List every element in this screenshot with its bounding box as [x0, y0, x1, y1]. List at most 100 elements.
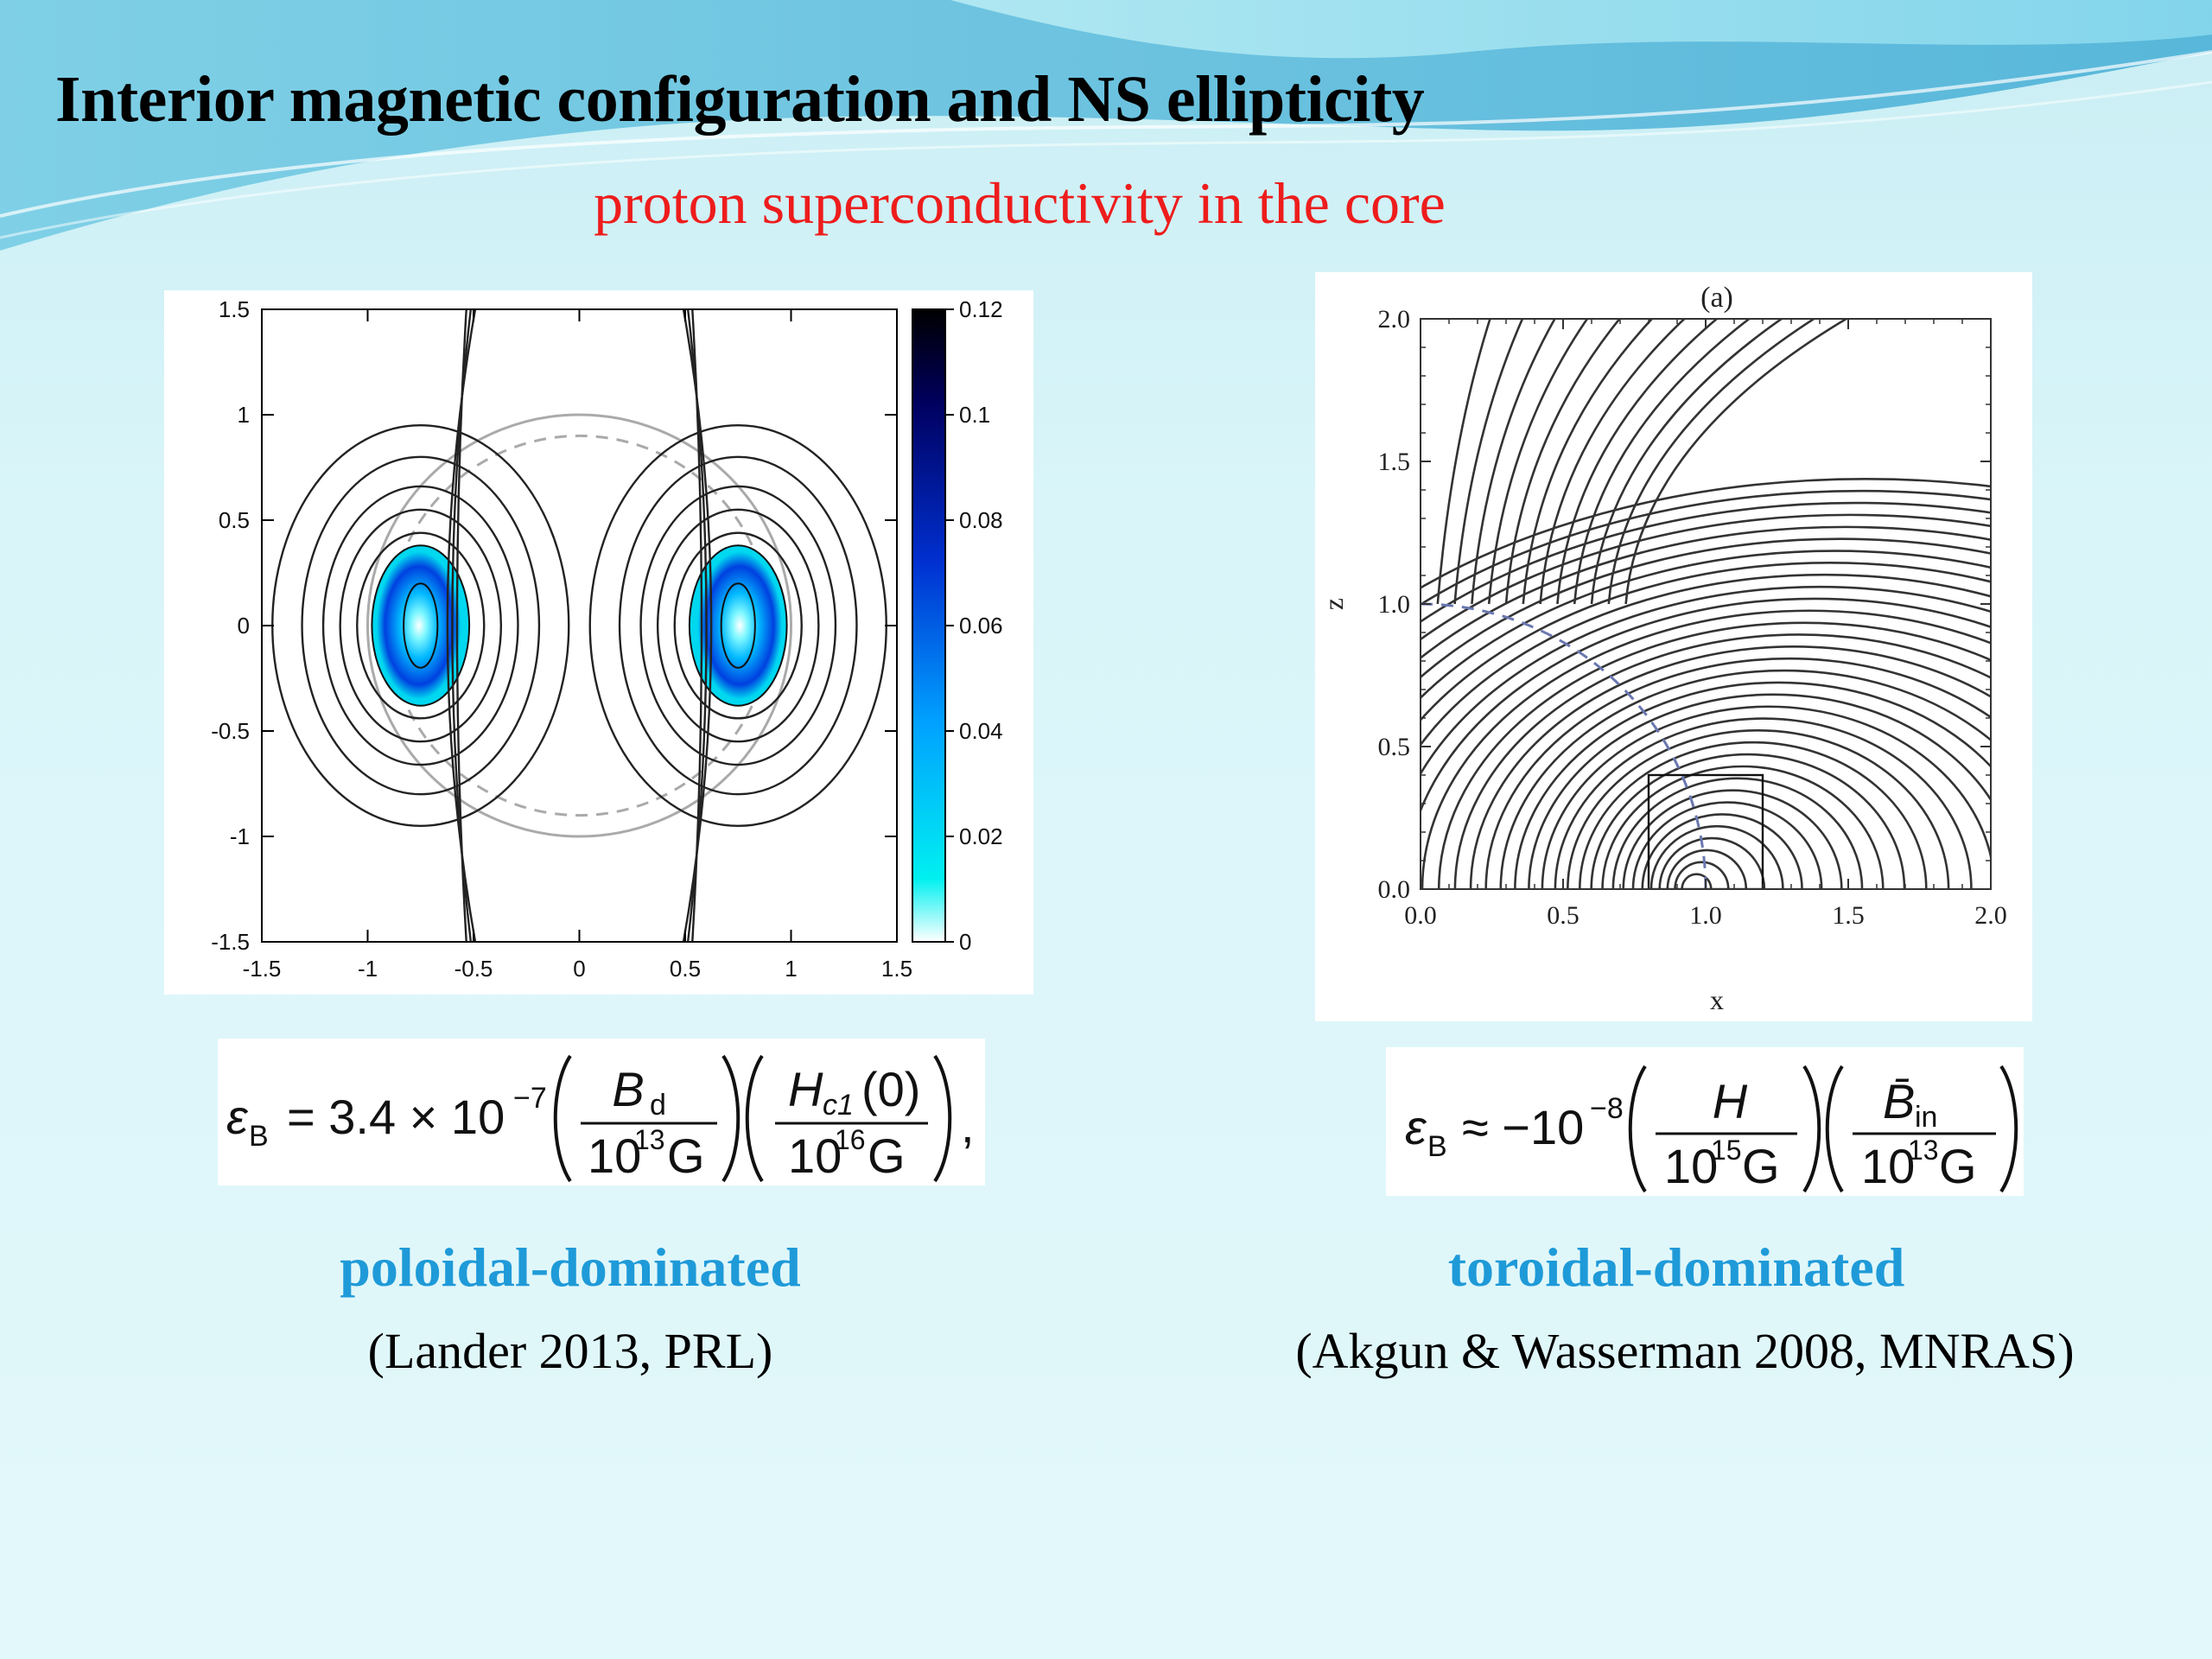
left-x-tick-label: -1 [358, 956, 378, 982]
slide-title: Interior magnetic configuration and NS e… [55, 63, 1425, 136]
open-field-line [1539, 319, 1687, 605]
right-citation: (Akgun & Wasserman 2008, MNRAS) [1295, 1323, 2075, 1379]
open-field-line [682, 309, 713, 942]
frac2-denominator: 10 [788, 1128, 842, 1183]
left-y-tick-label: 0.5 [219, 507, 250, 533]
formula-trailing-comma: , [961, 1098, 975, 1153]
frac1-denominator: 10 [588, 1128, 641, 1183]
right-label: toroidal-dominated [1447, 1236, 1905, 1298]
open-field-line [1487, 319, 1589, 605]
open-field-line [1607, 319, 1816, 605]
toroidal-field-line [1674, 861, 1730, 889]
background-wave-decoration [0, 0, 2212, 251]
colorbar-tick-label: 0.02 [959, 823, 1003, 849]
slide-subtitle: proton superconductivity in the core [594, 170, 1446, 236]
left-y-tick-label: -1 [230, 823, 250, 849]
open-field-line [1573, 319, 1751, 605]
right-formula-box: ε B ≈ −10 −8 H 10 15 G B̄ in 10 13 G [1386, 1047, 2024, 1196]
right-y-tick-label: 2.0 [1378, 305, 1411, 334]
formula-exponent: −7 [513, 1082, 547, 1115]
frac2-numerator: H [788, 1062, 823, 1116]
formula-coefficient: = 3.4 × 10 [287, 1090, 505, 1144]
closed-field-line [656, 508, 820, 743]
open-field-line [1590, 319, 1784, 605]
r-frac1-denominator-unit: G [1742, 1139, 1780, 1193]
toroidal-field-line [1567, 729, 1950, 889]
poloidal-field-plot: -1.5 -1 -0.5 0 0.5 1 1.5 1.5 1 0.5 0 -0.5 -1 -1.5 0.1… [211, 296, 1003, 982]
left-formula-box: ε B = 3.4 × 10 −7 B d 10 13 G H c1 (0) 1 [218, 1039, 985, 1185]
open-field-line [1471, 319, 1556, 605]
toroidal-field-line [1421, 550, 1991, 701]
left-x-tick-label: 1 [785, 956, 797, 982]
right-y-tick-label: 0.5 [1378, 733, 1411, 761]
contour-inner [720, 582, 756, 669]
toroidal-field-line [1631, 801, 1823, 889]
r-formula-epsilon: ε [1405, 1100, 1427, 1154]
left-y-tick-label: 1 [238, 402, 250, 428]
toroidal-field-line [1421, 537, 1991, 679]
toroidal-field-line [1578, 741, 1928, 889]
closed-field-line [339, 508, 503, 743]
left-y-tick-label: 1.5 [219, 296, 250, 322]
closed-field-line [356, 531, 486, 720]
frac1-denominator-exp: 13 [634, 1124, 665, 1155]
toroidal-field-line [1528, 693, 1991, 889]
colorbar-tick-label: 0.04 [959, 718, 1003, 744]
flux-lobe-core [376, 551, 461, 700]
right-formula: ε B ≈ −10 −8 H 10 15 G B̄ in 10 13 G [1405, 1065, 2018, 1193]
toroidal-field-line [1437, 621, 1991, 889]
open-field-line [1556, 319, 1719, 605]
left-x-tick-label: 0 [573, 956, 585, 982]
open-field-line [1522, 319, 1654, 605]
formula-epsilon-sub: B [249, 1120, 269, 1153]
toroidal-field-line [1590, 753, 1906, 889]
stellar-surface-arc [1421, 602, 1707, 889]
toroidal-field-line [1649, 825, 1784, 889]
left-x-tick-label: 0.5 [670, 956, 701, 982]
inset-box [1647, 773, 1764, 889]
r-frac2-denominator-unit: G [1939, 1139, 1977, 1193]
toroidal-field-line [1622, 789, 1843, 889]
left-y-tick-label: -0.5 [211, 718, 250, 744]
r-frac2-numerator: B̄ [1883, 1074, 1915, 1128]
left-x-tick-label: -0.5 [454, 956, 493, 982]
toroidal-field-line [1499, 669, 1991, 889]
toroidal-field-line [1641, 813, 1803, 889]
contour-lobe [371, 544, 471, 707]
toroidal-field-line [1658, 836, 1766, 889]
colorbar-tick-label: 0.06 [959, 613, 1003, 639]
right-x-tick-label: 1.0 [1689, 901, 1722, 930]
right-x-axis-label: x [1710, 984, 1724, 1015]
toroidal-field-line [1484, 657, 1991, 889]
r-frac2-denominator-exp: 13 [1908, 1135, 1939, 1166]
frac2-denominator-unit: G [868, 1128, 906, 1183]
right-y-tick-label: 0.0 [1378, 875, 1411, 904]
right-x-tick-label: 0.0 [1404, 901, 1437, 930]
r-formula-relation: ≈ −10 [1462, 1100, 1584, 1154]
toroidal-field-line [1601, 765, 1885, 889]
colorbar-tick-label: 0.08 [959, 507, 1003, 533]
toroidal-field-line [1421, 585, 1991, 776]
left-citation: (Lander 2013, PRL) [367, 1323, 773, 1379]
left-x-tick-label: -1.5 [243, 956, 282, 982]
toroidal-field-line [1469, 645, 1991, 889]
closed-field-line [639, 485, 837, 766]
right-figure: 0.0 0.5 1.0 1.5 2.0 2.0 1.5 1.0 0.5 0.0 (a) x z [1315, 272, 2032, 1021]
flux-lobe-core [697, 551, 783, 700]
open-field-line [1453, 319, 1524, 605]
closed-field-line [673, 531, 803, 720]
toroidal-field-line [1541, 705, 1991, 889]
colorbar-tick-label: 0 [959, 929, 971, 955]
toroidal-field-line [1421, 477, 1991, 589]
toroidal-field-line [1421, 513, 1991, 641]
right-x-tick-label: 2.0 [1974, 901, 2007, 930]
toroidal-field-line [1421, 573, 1991, 747]
frac2-denominator-exp: 16 [835, 1124, 866, 1155]
stellar-surface [366, 413, 792, 838]
r-formula-epsilon-sub: B [1427, 1130, 1447, 1163]
toroidal-field-line [1421, 501, 1991, 624]
closed-field-line [301, 455, 541, 796]
left-y-tick-label: 0 [238, 613, 250, 639]
frac2-numerator-arg: (0) [861, 1062, 920, 1116]
